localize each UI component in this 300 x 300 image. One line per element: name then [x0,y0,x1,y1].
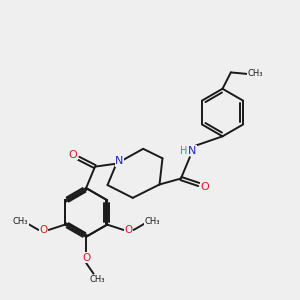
Text: H: H [180,146,187,156]
Text: O: O [68,150,77,160]
Text: O: O [82,253,90,262]
Text: N: N [115,156,124,166]
Text: O: O [40,225,48,235]
Text: O: O [124,225,133,235]
Text: CH₃: CH₃ [90,275,105,284]
Text: O: O [200,182,209,192]
Text: CH₃: CH₃ [13,217,28,226]
Text: CH₃: CH₃ [144,217,160,226]
Text: CH₃: CH₃ [248,69,263,78]
Text: N: N [188,146,196,156]
